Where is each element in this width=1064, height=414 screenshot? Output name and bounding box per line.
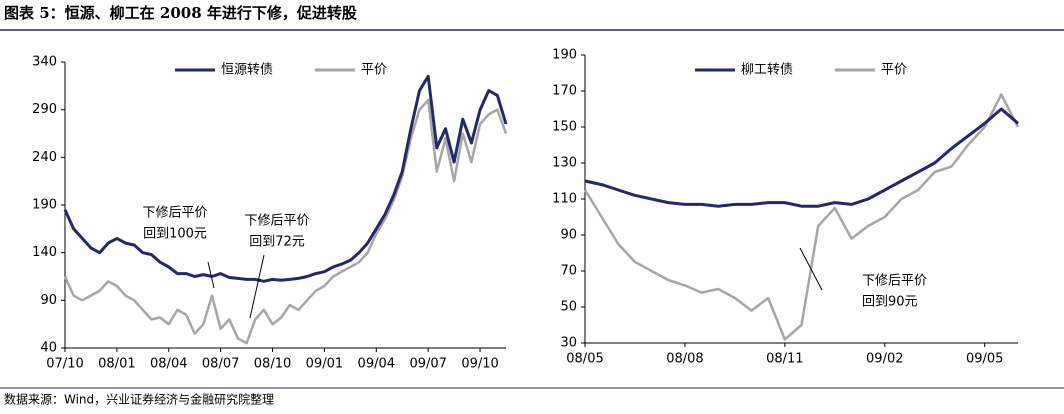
y-tick-label: 190 bbox=[552, 48, 577, 63]
y-tick-label: 340 bbox=[32, 55, 57, 70]
x-tick-label: 07/10 bbox=[46, 357, 83, 372]
y-tick-label: 50 bbox=[560, 300, 577, 315]
x-tick-label: 09/02 bbox=[866, 352, 903, 367]
y-tick-label: 30 bbox=[560, 336, 577, 351]
y-tick-label: 190 bbox=[32, 198, 57, 213]
x-tick-label: 08/10 bbox=[254, 357, 291, 372]
annotation: 下修后平价 bbox=[142, 206, 207, 221]
x-tick-label: 08/11 bbox=[766, 352, 803, 367]
x-tick-label: 08/04 bbox=[150, 357, 187, 372]
y-tick-label: 150 bbox=[552, 120, 577, 135]
legend-label: 平价 bbox=[361, 63, 387, 78]
y-tick-label: 90 bbox=[40, 293, 57, 308]
x-tick-label: 08/07 bbox=[202, 357, 239, 372]
annotation: 回到72元 bbox=[249, 235, 305, 250]
legend-label: 平价 bbox=[881, 63, 907, 78]
legend-label: 柳工转债 bbox=[741, 63, 793, 78]
x-tick-label: 09/07 bbox=[409, 357, 446, 372]
x-tick-label: 09/10 bbox=[461, 357, 498, 372]
annotation: 下修后平价 bbox=[862, 274, 927, 289]
annotation-pointer bbox=[207, 261, 215, 289]
y-tick-label: 70 bbox=[560, 264, 577, 279]
series-line bbox=[583, 93, 1020, 341]
annotation: 下修后平价 bbox=[244, 214, 309, 229]
series-line bbox=[63, 74, 508, 283]
series-line bbox=[63, 98, 508, 345]
series-line bbox=[584, 107, 1019, 208]
x-tick-label: 08/08 bbox=[666, 352, 703, 367]
x-tick-label: 09/04 bbox=[358, 357, 395, 372]
y-tick-label: 290 bbox=[32, 102, 57, 117]
source: 数据来源：Wind，兴业证券经济与金融研究院整理 bbox=[4, 392, 274, 407]
y-tick-label: 240 bbox=[32, 150, 57, 165]
annotation: 回到100元 bbox=[143, 227, 207, 242]
annotation: 回到90元 bbox=[862, 295, 918, 310]
x-tick-label: 09/01 bbox=[306, 357, 343, 372]
annotation-pointer bbox=[799, 247, 823, 291]
x-tick-label: 08/01 bbox=[98, 357, 135, 372]
y-tick-label: 110 bbox=[552, 192, 577, 207]
x-tick-label: 08/05 bbox=[566, 352, 603, 367]
y-tick-label: 140 bbox=[32, 245, 57, 260]
annotation-pointer bbox=[249, 254, 265, 319]
y-tick-label: 170 bbox=[552, 84, 577, 99]
y-tick-label: 130 bbox=[552, 156, 577, 171]
x-tick-label: 09/05 bbox=[966, 352, 1003, 367]
title: 图表 5：恒源、柳工在 2008 年进行下修，促进转股 bbox=[4, 4, 358, 22]
y-tick-label: 90 bbox=[560, 228, 577, 243]
legend-label: 恒源转债 bbox=[221, 63, 273, 78]
y-tick-label: 40 bbox=[40, 341, 57, 356]
